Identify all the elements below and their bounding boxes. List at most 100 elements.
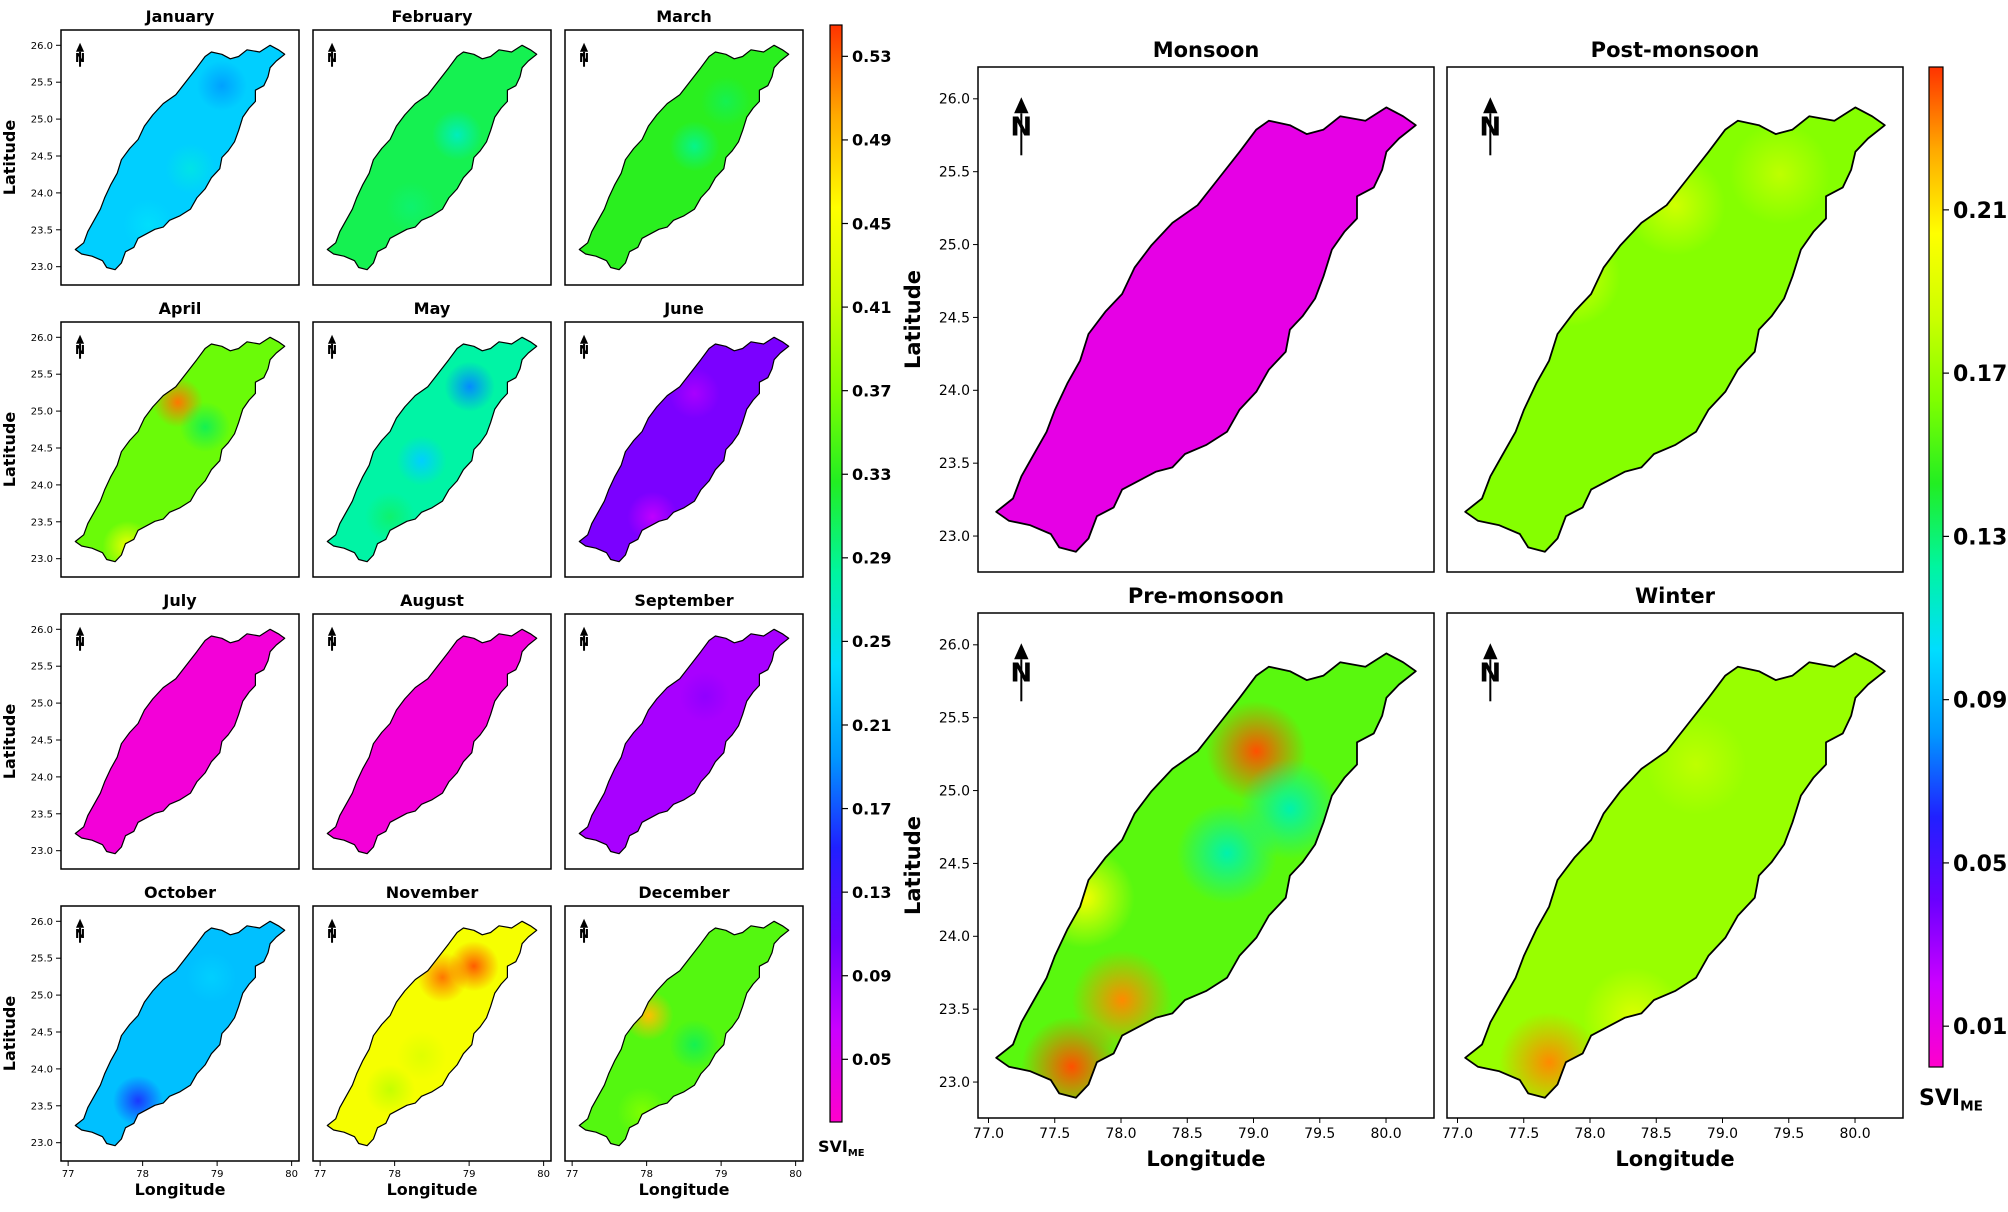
map-panel-march: March N	[564, 7, 804, 286]
x-tick-label: 80.0	[1370, 1126, 1401, 1142]
panel-title: October	[144, 883, 216, 902]
north-arrow-head	[75, 918, 85, 928]
value-hotspot	[444, 361, 495, 412]
y-tick-label: 24.0	[939, 383, 970, 399]
y-tick-label: 23.0	[939, 529, 970, 545]
y-tick-label: 25.5	[31, 954, 53, 965]
x-tick-label: 77	[62, 1169, 75, 1180]
north-arrow: N	[1010, 643, 1032, 702]
y-tick-label: 23.0	[31, 554, 53, 565]
north-arrow-head	[75, 626, 85, 636]
basin-outline	[578, 920, 790, 1147]
colorbar-tick-label: 0.25	[852, 632, 891, 651]
y-tick-label: 25.0	[939, 783, 970, 799]
y-tick-label: 23.5	[31, 225, 53, 236]
basin-outline	[1464, 106, 1886, 553]
north-arrow: N	[75, 918, 85, 943]
x-tick-label: 77.5	[1039, 1126, 1070, 1142]
value-hotspot	[1239, 758, 1341, 860]
north-arrow: N	[579, 918, 589, 943]
x-tick-label: 77.0	[973, 1126, 1004, 1142]
y-axis-label: Latitude	[901, 816, 925, 915]
basin-outline	[326, 628, 538, 855]
north-label: N	[1010, 112, 1032, 142]
panel-title: June	[663, 299, 704, 318]
panel-title: February	[392, 7, 474, 26]
value-hotspot	[700, 76, 752, 127]
x-tick-label: 79.5	[1304, 1126, 1335, 1142]
figure-layer: January N 26.0 25.5 25.0 24.5 24.0 23.5 23.0 Lati…	[0, 7, 2007, 1199]
north-arrow: N	[327, 918, 337, 943]
y-tick-label: 24.5	[31, 443, 53, 454]
map-panel-winter: Winter N 77.0 77.5 78.0 78.5 79.0 79.5 80.0 Longi…	[1442, 584, 1904, 1171]
value-hotspot	[186, 952, 237, 1003]
north-arrow: N	[579, 626, 589, 651]
north-label: N	[75, 927, 85, 941]
panel-title: August	[400, 591, 464, 610]
y-tick-label: 26.0	[31, 625, 53, 636]
x-tick-label: 79	[463, 1169, 476, 1180]
value-hotspot	[396, 435, 447, 486]
colorbar-tick-label: 0.53	[852, 47, 891, 66]
y-tick-label: 25.5	[31, 78, 53, 89]
value-hotspot	[364, 1064, 416, 1115]
panel-title: Winter	[1635, 584, 1716, 608]
y-tick-label: 24.5	[31, 1027, 53, 1038]
north-arrow: N	[327, 334, 337, 359]
y-tick-label: 23.5	[31, 809, 53, 820]
map-panel-december: December N 77 78 79 80 Longitude	[564, 883, 804, 1199]
colorbar-tick-label: 0.17	[852, 799, 891, 818]
y-tick-label: 24.0	[31, 480, 53, 491]
y-tick-label: 26.0	[31, 917, 53, 928]
y-tick-label: 23.5	[31, 1101, 53, 1112]
panel-title: July	[162, 591, 197, 610]
north-label: N	[75, 635, 85, 649]
colorbar-tick-label: 0.09	[1953, 689, 2007, 714]
north-label: N	[579, 635, 589, 649]
map-panel-monsoon: Monsoon N 26.0 25.5 25.0 24.5 24.0 23.5 23.0 Lati…	[901, 38, 1435, 573]
y-tick-label: 26.0	[939, 92, 970, 108]
north-arrow-head	[579, 334, 589, 344]
north-label: N	[327, 343, 337, 357]
value-hotspot	[669, 1019, 720, 1070]
panel-title: September	[634, 591, 733, 610]
north-arrow-head	[1483, 643, 1498, 660]
y-axis-label: Latitude	[0, 120, 19, 196]
y-tick-label: 25.0	[31, 115, 53, 126]
value-hotspot	[432, 109, 483, 161]
basin-outline	[578, 628, 790, 855]
y-axis-label: Latitude	[0, 996, 19, 1072]
colorbar-tick-label: 0.13	[1953, 525, 2007, 550]
x-tick-label: 78.0	[1105, 1126, 1136, 1142]
north-label: N	[327, 635, 337, 649]
north-arrow-head	[579, 42, 589, 52]
colorbar-tick-label: 0.33	[852, 465, 891, 484]
y-tick-label: 23.5	[31, 517, 53, 528]
north-arrow: N	[327, 626, 337, 651]
north-label: N	[75, 51, 85, 65]
basin-outline	[74, 336, 286, 563]
x-axis-label: Longitude	[387, 1180, 478, 1199]
north-label: N	[1479, 658, 1501, 688]
y-tick-label: 24.0	[939, 929, 970, 945]
north-arrow-head	[327, 918, 337, 928]
x-tick-label: 79	[715, 1169, 728, 1180]
map-panel-october: October N 26.0 25.5 25.0 24.5 24.0 23.5 23.0 Lati…	[0, 883, 300, 1199]
colorbar-tick-label: 0.41	[852, 298, 891, 317]
x-tick-label: 80	[789, 1169, 802, 1180]
north-label: N	[579, 927, 589, 941]
north-arrow: N	[75, 42, 85, 67]
north-label: N	[327, 51, 337, 65]
panel-title: Monsoon	[1153, 38, 1260, 62]
y-tick-label: 25.5	[31, 662, 53, 673]
x-tick-label: 80	[537, 1169, 550, 1180]
panel-title: January	[145, 7, 215, 26]
basin-outline	[74, 628, 286, 855]
y-tick-label: 23.0	[31, 1138, 53, 1149]
basin-outline	[1464, 652, 1886, 1099]
north-arrow-head	[579, 918, 589, 928]
x-tick-label: 78	[136, 1169, 149, 1180]
x-tick-label: 77.5	[1508, 1126, 1539, 1142]
y-tick-label: 25.0	[31, 699, 53, 710]
